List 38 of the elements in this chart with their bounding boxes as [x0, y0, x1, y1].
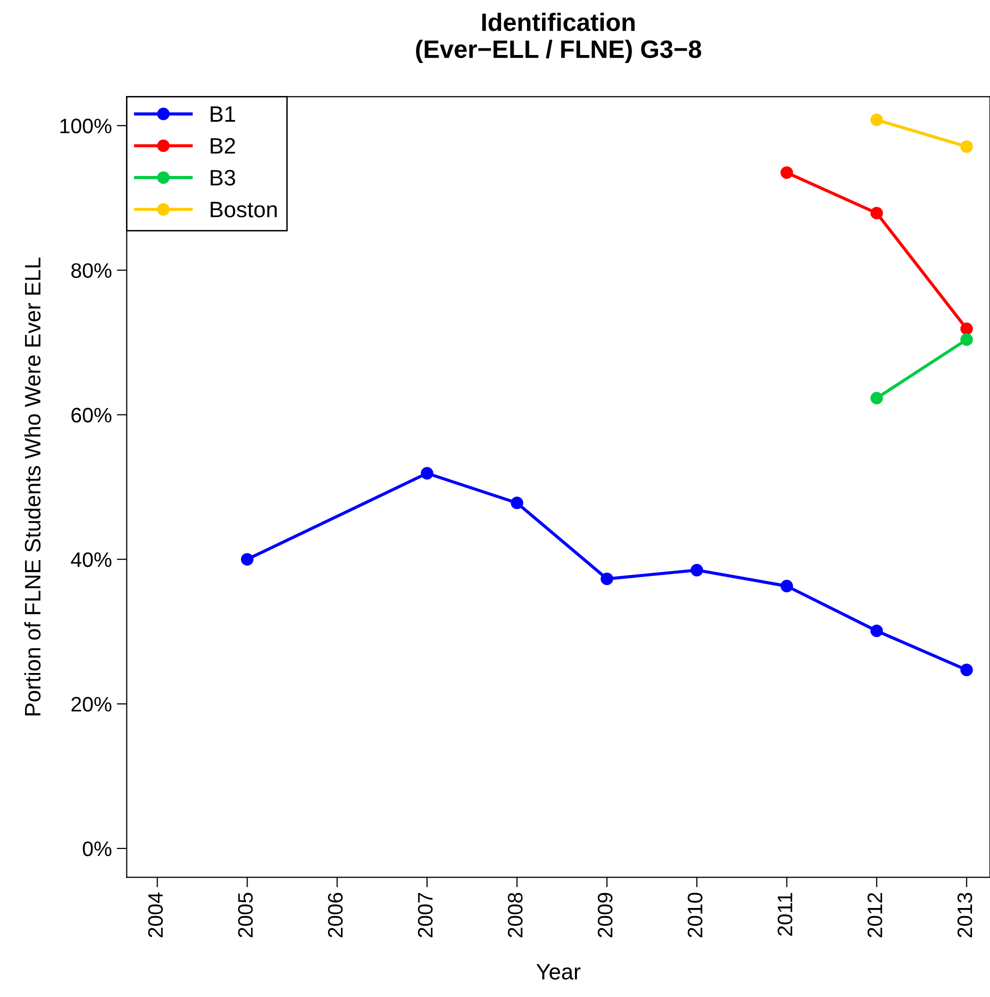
- point: [960, 140, 973, 153]
- x-tick-label: 2005: [238, 892, 253, 938]
- x-tick-label: 2008: [508, 892, 523, 938]
- legend-label: Boston: [210, 202, 277, 218]
- y-tick-label: 80%: [71, 263, 112, 278]
- y-axis-title: Portion of FLNE Students Who Were Ever ELL: [24, 258, 41, 716]
- point: [870, 624, 883, 638]
- point: [420, 467, 434, 480]
- x-tick-label: 2010: [688, 892, 702, 938]
- x-tick-label: 2004: [148, 892, 163, 938]
- point: [960, 664, 973, 676]
- y-tick-label: 100%: [60, 118, 112, 134]
- point: [870, 392, 883, 404]
- point: [960, 333, 973, 346]
- y-tick-label: 20%: [71, 696, 112, 712]
- y-tick-label: 60%: [72, 408, 112, 423]
- point: [780, 166, 794, 179]
- legend-label: B2: [210, 138, 236, 154]
- point: [870, 206, 883, 220]
- legend-label: B3: [210, 170, 236, 186]
- x-tick-label: 2006: [328, 892, 343, 938]
- point: [510, 496, 524, 510]
- point: [690, 564, 704, 576]
- point: [240, 553, 254, 566]
- chart-title: Identification (Ever−ELL / FLNE) G3−8: [416, 12, 702, 64]
- x-tick-label: 2013: [957, 892, 972, 938]
- y-tick-label: 0%: [82, 841, 112, 856]
- point: [960, 322, 973, 335]
- point: [600, 572, 614, 586]
- x-tick-label: 2009: [598, 892, 613, 938]
- y-tick-label: 40%: [70, 552, 112, 568]
- x-tick-label: 2011: [778, 892, 792, 936]
- legend-label: B1: [210, 106, 236, 122]
- point: [870, 114, 883, 126]
- point: [780, 580, 794, 592]
- x-tick-label: 2007: [418, 892, 433, 938]
- x-tick-label: 2012: [868, 892, 882, 938]
- x-axis-title: Year: [536, 964, 580, 980]
